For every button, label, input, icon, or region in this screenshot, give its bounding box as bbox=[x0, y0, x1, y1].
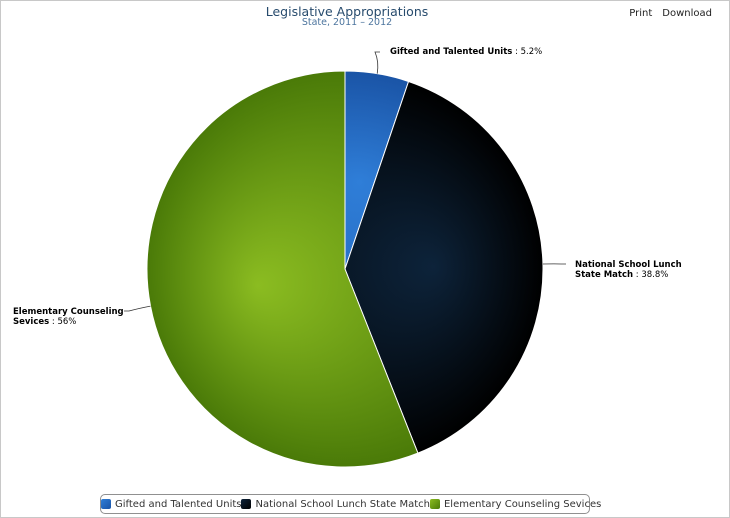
legend-item-3[interactable]: Elementary Counseling Sevices bbox=[429, 498, 602, 510]
legend-swatch bbox=[429, 499, 440, 509]
legend-swatch bbox=[101, 499, 111, 509]
legend-item-2[interactable]: National School Lunch State Match bbox=[241, 498, 430, 510]
legend-item-1[interactable]: Gifted and Talented Units bbox=[101, 499, 241, 510]
slice-data-label: Gifted and Talented Units : 5.2% bbox=[390, 47, 542, 57]
chart-subtitle: State, 2011 – 2012 bbox=[301, 17, 393, 28]
legend-label: Gifted and Talented Units bbox=[115, 498, 242, 510]
print-button[interactable]: Print bbox=[629, 8, 653, 19]
chart-legend: Gifted and Talented Units National School… bbox=[100, 494, 601, 514]
legend-label: Elementary Counseling Sevices bbox=[443, 498, 602, 510]
legend-swatch bbox=[241, 499, 252, 509]
pie-slice-3[interactable] bbox=[146, 70, 419, 468]
download-button[interactable]: Download bbox=[662, 8, 712, 19]
connector-line bbox=[124, 305, 151, 312]
slice-data-label: Elementary Counseling Sevices : 56% bbox=[13, 307, 124, 327]
slice-data-label: National School Lunch State Match : 38.8% bbox=[575, 260, 682, 280]
chart-toolbar: Print Download bbox=[629, 8, 712, 19]
legend-label: National School Lunch State Match bbox=[255, 498, 430, 510]
chart-title: Legislative Appropriations bbox=[265, 4, 429, 19]
connector-line bbox=[374, 51, 380, 74]
